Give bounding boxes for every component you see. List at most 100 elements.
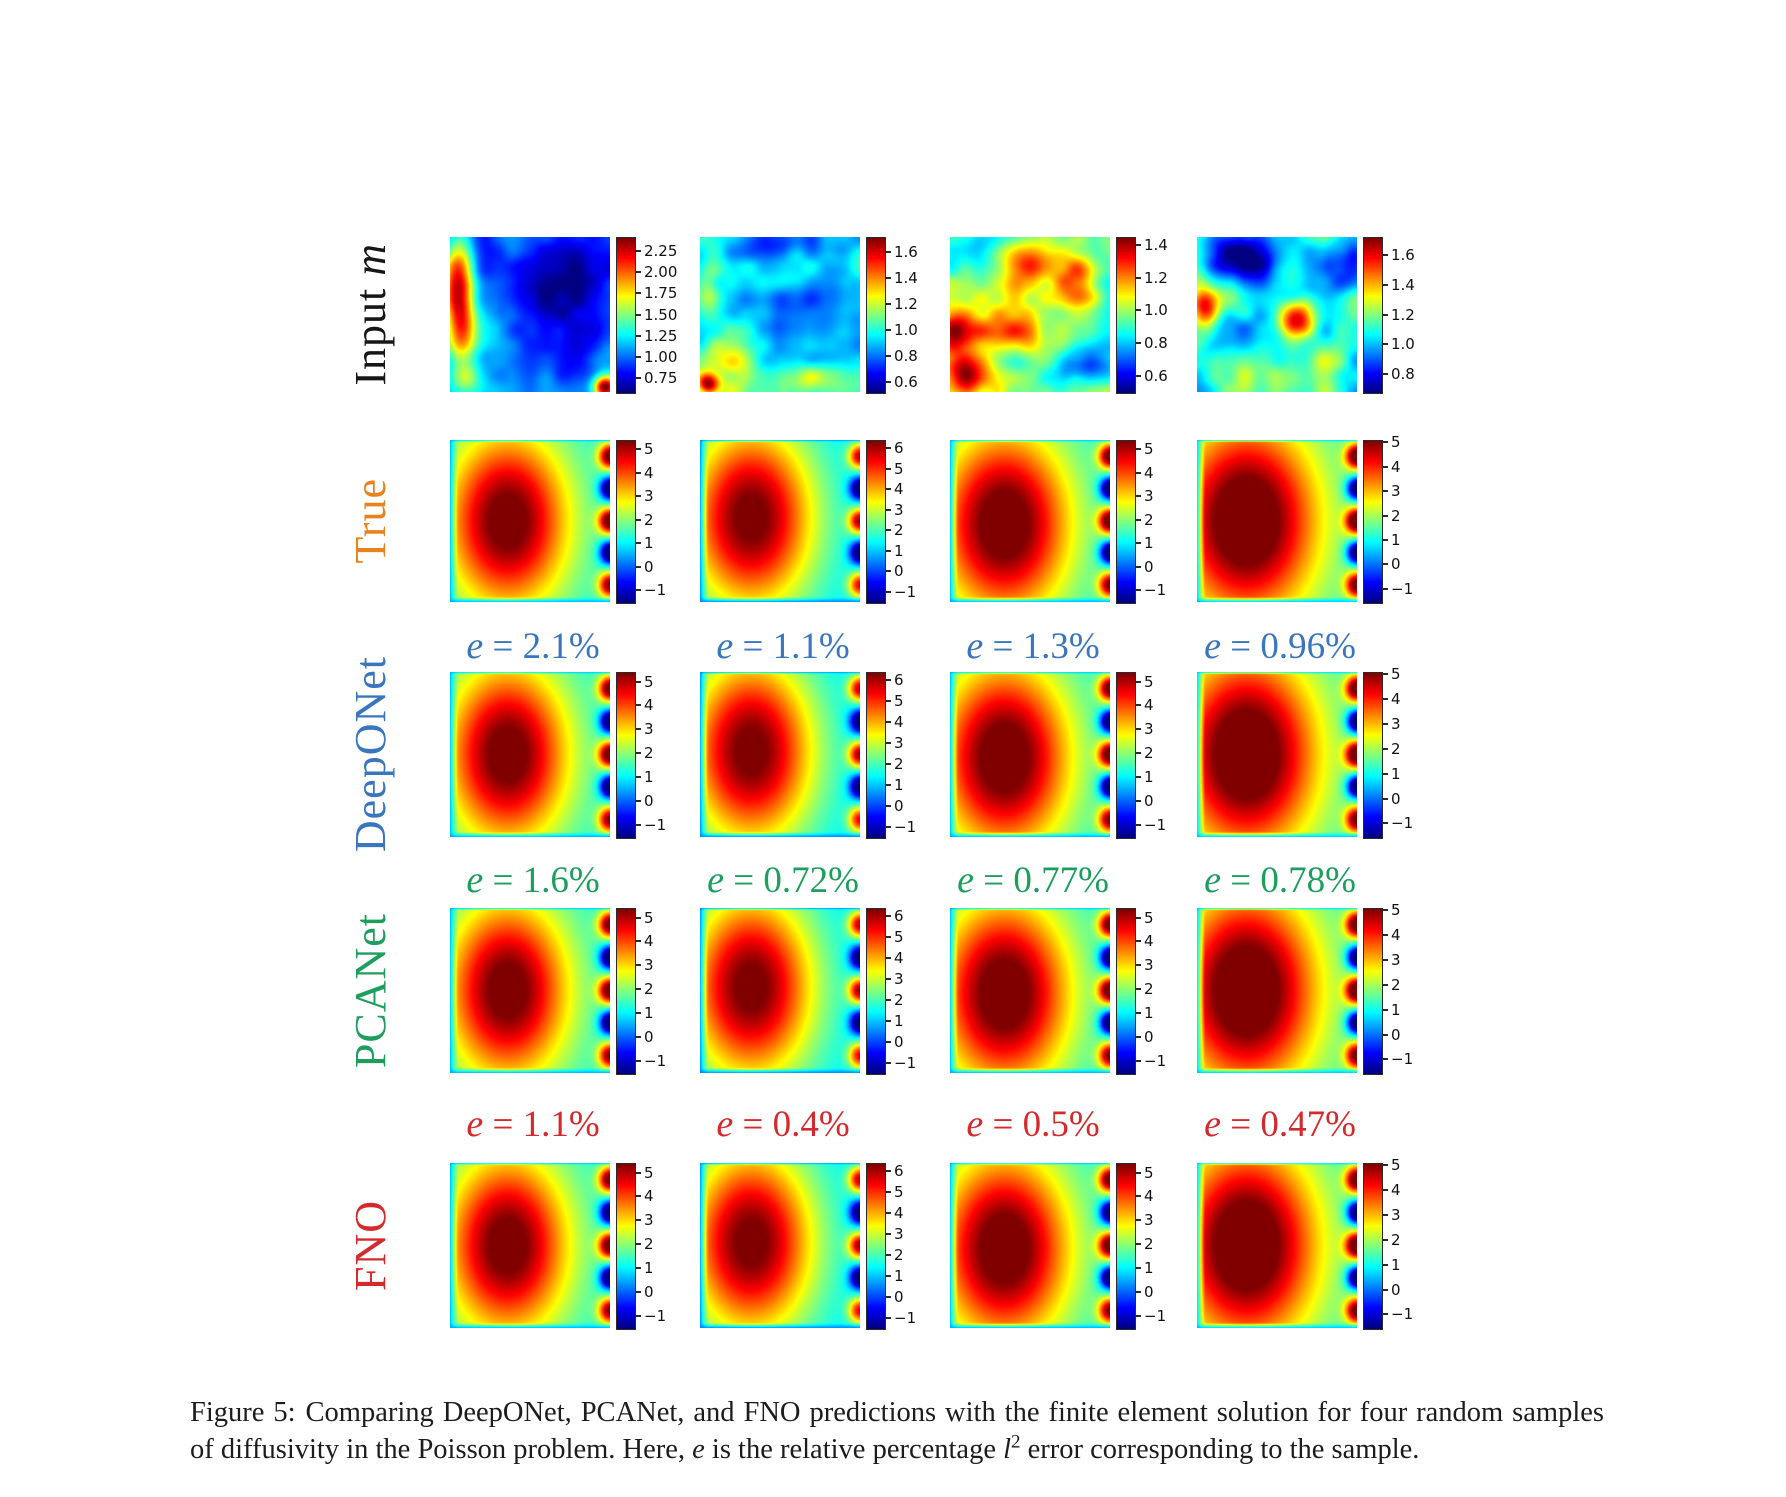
colorbar-tick-value: 4 [644, 696, 654, 714]
colorbar-tick-mark [886, 1317, 891, 1319]
pcanet-error-label-3: e = 0.77% [957, 859, 1109, 901]
colorbar-tick-value: 1 [894, 1267, 904, 1285]
colorbar-tick-mark [886, 381, 891, 383]
colorbar-tick-value: 1.2 [894, 295, 918, 313]
colorbar-tick-label: 2 [1383, 740, 1401, 758]
colorbar-tick-mark [1383, 748, 1388, 750]
colorbar-tick-label: 3 [886, 501, 904, 519]
colorbar-tick-mark [1383, 563, 1388, 565]
colorbar-tick-label: 2 [886, 521, 904, 539]
colorbar-tick-value: −1 [894, 583, 917, 601]
colorbar-tick-label: 4 [886, 713, 904, 731]
colorbar-tick-value: −1 [1391, 1305, 1414, 1323]
colorbar-tick-value: 2 [644, 744, 654, 762]
colorbar-tick-value: −1 [1144, 581, 1167, 599]
colorbar-tick-mark [886, 1020, 891, 1022]
true-heatmap-4 [1197, 440, 1357, 602]
colorbar-tick-label: 4 [1136, 464, 1154, 482]
colorbar-tick-mark [886, 277, 891, 279]
colorbar-tick-mark [1136, 1060, 1141, 1062]
colorbar-tick-mark [636, 250, 641, 252]
colorbar-tick-value: 0 [894, 1033, 904, 1051]
colorbar-tick-label: 1.4 [886, 269, 918, 287]
colorbar-tick-label: 5 [1383, 433, 1401, 451]
colorbar-tick-label: 3 [1383, 715, 1401, 733]
colorbar-tick-value: 4 [644, 932, 654, 950]
colorbar-tick-label: 1 [1136, 1004, 1154, 1022]
input-heatmap-2 [700, 237, 860, 392]
colorbar-tick-mark [886, 700, 891, 702]
colorbar-tick-mark [886, 468, 891, 470]
colorbar-tick-value: 2 [894, 755, 904, 773]
colorbar-tick-mark [1383, 441, 1388, 443]
colorbar-tick-mark [886, 1212, 891, 1214]
colorbar-tick-mark [886, 509, 891, 511]
colorbar-tick-label: 1.50 [636, 306, 677, 324]
colorbar-tick-value: 4 [1144, 696, 1154, 714]
colorbar-gradient [866, 440, 886, 604]
colorbar-tick-value: 3 [894, 970, 904, 988]
colorbar-tick-mark [1383, 698, 1388, 700]
colorbar-tick-mark [1136, 964, 1141, 966]
colorbar-tick-label: −1 [1136, 816, 1166, 834]
colorbar-tick-mark [636, 472, 641, 474]
colorbar-tick-mark [1383, 466, 1388, 468]
colorbar-tick-label: 1 [886, 542, 904, 560]
colorbar-tick-value: 0 [1144, 558, 1154, 576]
colorbar-tick-label: 0 [886, 562, 904, 580]
colorbar-tick-value: 0.8 [1144, 334, 1168, 352]
colorbar-tick-mark [636, 292, 641, 294]
colorbar-tick-value: 0 [1144, 1028, 1154, 1046]
colorbar-tick-label: 2 [1136, 744, 1154, 762]
colorbar-tick-value: 4 [894, 713, 904, 731]
colorbar-tick-mark [636, 1172, 641, 1174]
colorbar-tick-value: 4 [644, 1187, 654, 1205]
colorbar-tick-value: −1 [644, 1307, 667, 1325]
figure-grid: Input m 2.25 2.00 1.75 1.50 1.25 1.00 0.75 1.6 1.… [346, 236, 1415, 1330]
colorbar-tick-value: 4 [894, 949, 904, 967]
colorbar-tick-value: −1 [894, 818, 917, 836]
colorbar-tick-value: 5 [644, 673, 654, 691]
colorbar-tick-label: 4 [1383, 1181, 1401, 1199]
colorbar-gradient [866, 908, 886, 1075]
colorbar-tick-value: 3 [644, 487, 654, 505]
colorbar-tick-value: 0 [1391, 790, 1401, 808]
colorbar-tick-value: 5 [894, 928, 904, 946]
colorbar-tick-mark [1383, 798, 1388, 800]
colorbar-tick-label: −1 [636, 581, 666, 599]
colorbar-tick-value: 0 [1391, 1281, 1401, 1299]
colorbar-tick-mark [636, 377, 641, 379]
colorbar-tick-mark [886, 915, 891, 917]
colorbar-tick-mark [1383, 723, 1388, 725]
colorbar-tick-label: 3 [636, 956, 654, 974]
colorbar-tick-label: 1 [1383, 765, 1401, 783]
deeponet-error-label-1: e = 2.1% [466, 625, 600, 667]
colorbar-tick-mark [1383, 934, 1388, 936]
colorbar-tick-value: −1 [894, 1309, 917, 1327]
colorbar-tick-label: −1 [886, 1309, 916, 1327]
colorbar-tick-mark [636, 752, 641, 754]
colorbar-tick-mark [886, 1170, 891, 1172]
colorbar-tick-mark [636, 917, 641, 919]
fno-error-label-3: e = 0.5% [966, 1103, 1100, 1145]
colorbar-tick-mark [636, 1219, 641, 1221]
colorbar-tick-mark [1136, 342, 1141, 344]
colorbar-tick-mark [1136, 519, 1141, 521]
colorbar-tick-label: 1 [886, 1012, 904, 1030]
colorbar-tick-label: 2.25 [636, 242, 677, 260]
colorbar-tick-mark [636, 1243, 641, 1245]
colorbar-tick-value: 4 [1391, 690, 1401, 708]
colorbar-tick-mark [636, 314, 641, 316]
colorbar-tick-mark [886, 1233, 891, 1235]
colorbar-tick-label: 1 [1136, 1259, 1154, 1277]
colorbar-tick-value: 0 [894, 1288, 904, 1306]
colorbar-tick-mark [636, 940, 641, 942]
colorbar-gradient [616, 672, 636, 839]
colorbar-tick-value: 0 [894, 562, 904, 580]
colorbar-tick-mark [1136, 1267, 1141, 1269]
colorbar-tick-value: 5 [1144, 909, 1154, 927]
row-label-text: Input m [346, 243, 395, 386]
colorbar-tick-label: 0 [1383, 790, 1401, 808]
colorbar-tick-value: 3 [1391, 482, 1401, 500]
fno-colorbar-1: 5 4 3 2 1 0 −1 [616, 1163, 680, 1330]
